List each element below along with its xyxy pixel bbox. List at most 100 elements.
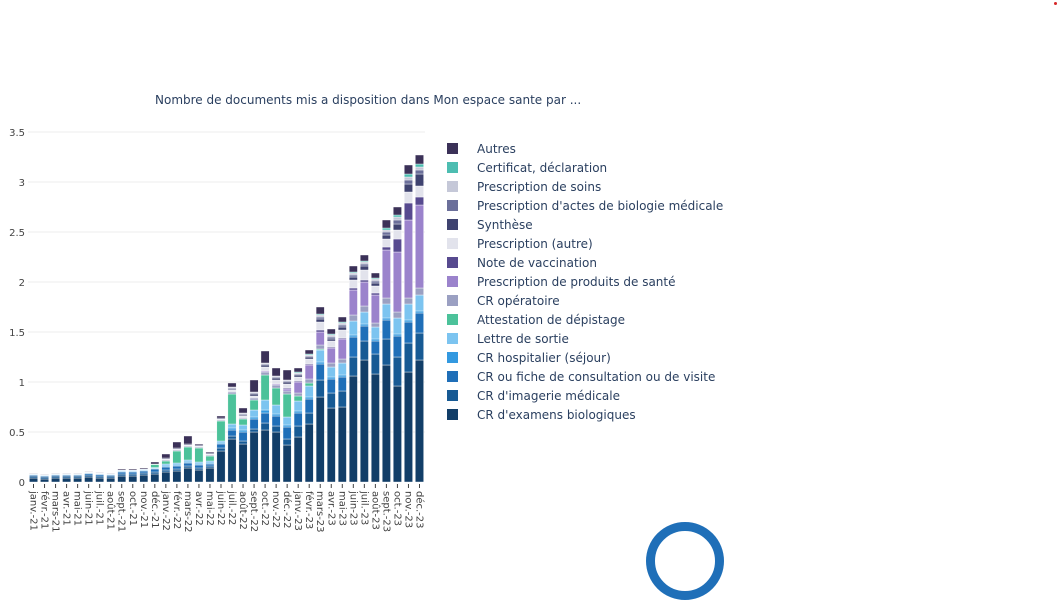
legend-item[interactable]: Note de vaccination — [447, 253, 723, 272]
bar-segment — [183, 459, 193, 463]
y-tick-label: 0.5 — [9, 428, 25, 439]
legend-swatch-icon — [447, 238, 458, 249]
x-tick-label: juil.-21 — [94, 490, 105, 525]
legend-swatch-icon — [447, 390, 458, 401]
bar-segment — [227, 427, 237, 431]
bar-segment — [404, 319, 413, 323]
legend-label: Lettre de sortie — [477, 331, 569, 346]
bar-segment — [62, 475, 71, 479]
bar-segment — [382, 317, 391, 321]
legend-item[interactable]: Certificat, déclaration — [447, 158, 723, 177]
bar-segment — [326, 376, 336, 380]
bar-segment — [337, 390, 347, 408]
bar-segment — [95, 477, 105, 483]
legend-item[interactable]: CR d'examens biologiques — [447, 405, 723, 424]
legend-item[interactable]: Prescription (autre) — [447, 234, 723, 253]
x-tick-label: avr.-21 — [61, 491, 72, 526]
legend-label: CR opératoire — [477, 293, 560, 308]
legend-item[interactable]: Lettre de sortie — [447, 329, 723, 348]
bar-segment — [337, 326, 347, 331]
bar-segment — [337, 324, 347, 328]
x-tick-label: janv.-21 — [28, 490, 39, 531]
bar-segment — [249, 409, 259, 418]
bar-segment — [161, 469, 171, 473]
bar-segment — [205, 455, 215, 462]
legend-item[interactable]: CR opératoire — [447, 291, 723, 310]
bar-segment — [293, 395, 303, 402]
bar-segment — [337, 329, 347, 339]
legend-item[interactable]: Prescription de produits de santé — [447, 272, 723, 291]
bar-segment — [271, 377, 281, 381]
legend-item[interactable]: Attestation de dépistage — [447, 310, 723, 329]
bar-segment — [227, 438, 237, 483]
bar-segment — [382, 303, 391, 319]
bar-segment — [404, 173, 413, 178]
bar-segment — [315, 314, 325, 318]
x-tick-label: févr.-21 — [39, 491, 51, 529]
bar-segment — [304, 349, 314, 355]
bar-segment — [393, 333, 402, 337]
legend-label: Certificat, déclaration — [477, 160, 608, 175]
bar-segment — [326, 392, 336, 409]
legend-label: CR d'imagerie médicale — [477, 388, 620, 403]
bar-segment — [183, 465, 193, 469]
bar-segment — [139, 472, 149, 476]
bar-segment — [393, 219, 402, 225]
x-tick-label: mars-21 — [50, 491, 61, 533]
bar-segment — [40, 476, 49, 480]
legend-label: CR ou fiche de consultation ou de visite — [477, 369, 716, 384]
bar-segment — [227, 382, 237, 388]
bar-segment — [95, 475, 105, 479]
bar-segment — [404, 342, 413, 373]
bar-segment — [360, 311, 369, 325]
bar-segment — [293, 412, 303, 427]
bar-segment — [415, 294, 424, 312]
bar-segment — [382, 364, 391, 483]
bar-segment — [238, 440, 248, 445]
bar-segment — [348, 289, 358, 316]
bar-segment — [415, 154, 424, 165]
x-tick-label: août-21 — [105, 491, 117, 530]
legend-item[interactable]: Prescription d'actes de biologie médical… — [447, 196, 723, 215]
bar-segment — [150, 473, 160, 483]
legend-item[interactable]: Prescription de soins — [447, 177, 723, 196]
legend-item[interactable]: CR d'imagerie médicale — [447, 386, 723, 405]
bar-segment — [249, 431, 259, 483]
bar-segment — [227, 389, 237, 393]
bar-segment — [393, 356, 402, 387]
bar-segment — [315, 329, 325, 333]
bar-segment — [415, 312, 424, 334]
bar-segment — [150, 471, 160, 475]
bar-segment — [415, 185, 424, 198]
bar-segment — [183, 435, 193, 445]
legend-item[interactable]: Synthèse — [447, 215, 723, 234]
bar-segment — [238, 415, 248, 419]
bar-segment — [106, 477, 116, 483]
bar-segment — [304, 423, 314, 483]
legend-swatch-icon — [447, 409, 458, 420]
x-tick-label: févr.-22 — [171, 491, 183, 529]
bar-segment — [404, 219, 413, 299]
legend-item[interactable]: Autres — [447, 139, 723, 158]
bar-segment — [238, 443, 248, 483]
legend-item[interactable]: CR ou fiche de consultation ou de visite — [447, 367, 723, 386]
bar-segment — [282, 424, 292, 428]
legend-swatch-icon — [447, 352, 458, 363]
bar-segment — [205, 465, 215, 469]
bar-segment — [293, 374, 303, 378]
bar-segment — [393, 335, 402, 358]
bar-segment — [194, 467, 204, 471]
bar-segment — [304, 412, 314, 425]
bar-segment — [249, 397, 259, 401]
bar-segment — [216, 443, 226, 449]
bar-segment — [304, 398, 314, 414]
bar-segment — [282, 426, 292, 440]
legend-label: Prescription (autre) — [477, 236, 593, 251]
bar-segment — [371, 338, 380, 342]
bar-segment — [106, 472, 116, 474]
bar-segment — [304, 382, 314, 387]
bar-segment — [315, 379, 325, 398]
legend-item[interactable]: CR hospitalier (séjour) — [447, 348, 723, 367]
bar-segment — [172, 465, 182, 470]
legend-swatch-icon — [447, 371, 458, 382]
